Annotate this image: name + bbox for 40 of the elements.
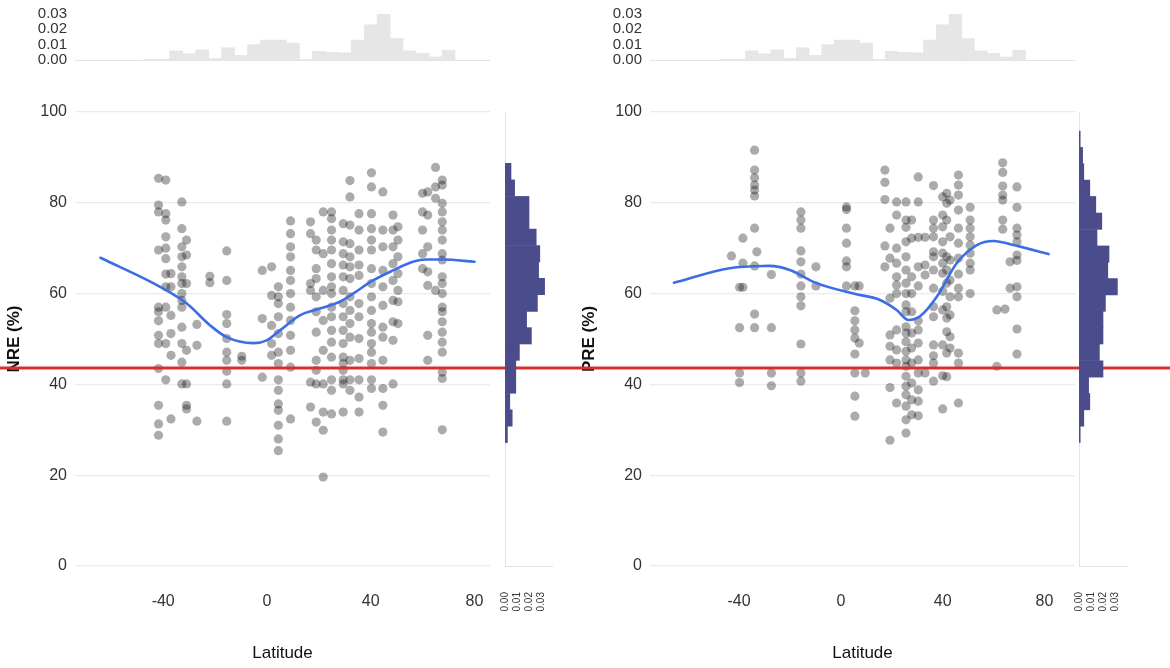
x-tick-label: 80 bbox=[1035, 592, 1054, 610]
y-tick-label: 0.03 bbox=[612, 4, 642, 22]
y-tick-label: 100 bbox=[615, 102, 643, 120]
y-tick-label: 0 bbox=[58, 556, 68, 574]
x-tick-label: 0.01 bbox=[1084, 591, 1096, 612]
y-tick-label: 60 bbox=[49, 284, 68, 302]
y-tick-label: 0.01 bbox=[37, 34, 67, 52]
x-tick-label: 0 bbox=[836, 592, 846, 610]
x-tick-label: 0 bbox=[262, 592, 272, 610]
x-axis-title: Latitude bbox=[832, 643, 893, 663]
x-tick-label: 0.00 bbox=[498, 591, 510, 612]
y-tick-label: 80 bbox=[49, 193, 68, 211]
y-tick-label: 20 bbox=[624, 465, 643, 483]
x-tick-label: 0.02 bbox=[522, 591, 534, 612]
y-tick-label: 40 bbox=[49, 374, 68, 392]
x-axis-title: Latitude bbox=[252, 643, 313, 663]
y-tick-label: 0.02 bbox=[37, 19, 67, 37]
y-axis-title: NRE (%) bbox=[3, 305, 23, 373]
y-tick-label: 40 bbox=[624, 374, 643, 392]
y-tick-label: 0.00 bbox=[612, 50, 642, 68]
y-tick-label: 60 bbox=[624, 284, 643, 302]
y-tick-label: 0.02 bbox=[612, 19, 642, 37]
y-tick-label: 100 bbox=[40, 102, 68, 120]
y-tick-label: 0.00 bbox=[37, 50, 67, 68]
x-tick-label: 0.03 bbox=[534, 591, 546, 612]
y-tick-label: 20 bbox=[49, 465, 68, 483]
x-tick-label: 0.01 bbox=[510, 591, 522, 612]
x-tick-label: 0.00 bbox=[1072, 591, 1084, 612]
x-tick-label: 80 bbox=[465, 592, 484, 610]
x-tick-label: 0.02 bbox=[1096, 591, 1108, 612]
x-tick-label: 40 bbox=[933, 592, 952, 610]
x-tick-label: 0.03 bbox=[1108, 591, 1120, 612]
y-axis-title: PRE (%) bbox=[578, 305, 598, 373]
y-tick-label: 80 bbox=[624, 193, 643, 211]
x-tick-label: 40 bbox=[361, 592, 380, 610]
x-tick-label: -40 bbox=[151, 592, 175, 610]
y-tick-label: 0.03 bbox=[37, 4, 67, 22]
y-tick-label: 0 bbox=[633, 556, 643, 574]
x-tick-label: -40 bbox=[727, 592, 751, 610]
y-tick-label: 0.01 bbox=[612, 34, 642, 52]
